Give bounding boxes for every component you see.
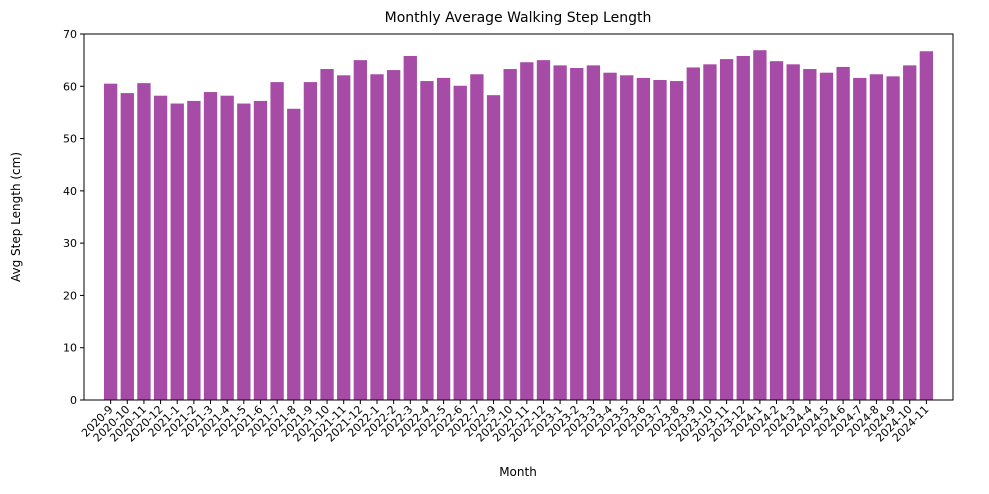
bar <box>253 100 268 400</box>
bar <box>686 67 700 400</box>
bar <box>903 65 917 400</box>
bar <box>570 67 584 400</box>
bar <box>220 95 234 400</box>
bar <box>320 69 334 400</box>
y-axis-label: Avg Step Length (cm) <box>9 152 23 282</box>
y-tick-label: 20 <box>63 289 77 302</box>
bar <box>636 77 651 401</box>
bar <box>603 72 617 400</box>
bar <box>736 55 750 401</box>
bar <box>819 72 834 400</box>
bar <box>753 50 767 401</box>
bar <box>420 81 434 401</box>
bar <box>436 77 451 401</box>
y-tick-label: 70 <box>63 28 77 41</box>
bar <box>503 69 517 400</box>
bar <box>370 74 384 400</box>
y-tick-label: 50 <box>63 133 77 146</box>
bar <box>303 82 318 401</box>
bar <box>919 51 934 401</box>
bar <box>103 83 118 401</box>
bar <box>586 65 601 400</box>
bar <box>153 95 168 400</box>
bar <box>520 62 534 401</box>
bar <box>669 81 684 401</box>
y-tick-label: 60 <box>63 80 77 93</box>
bar <box>270 82 284 401</box>
bar <box>187 100 201 400</box>
bar <box>203 92 218 400</box>
bar <box>403 55 417 401</box>
bar <box>453 85 467 401</box>
bar <box>120 93 134 400</box>
y-tick-label: 0 <box>70 394 77 407</box>
bar <box>337 75 351 400</box>
bar <box>703 64 717 400</box>
bar <box>836 66 850 400</box>
bar <box>653 80 667 401</box>
bar <box>237 103 251 400</box>
bar <box>536 60 551 401</box>
bar <box>769 61 784 401</box>
bar <box>869 74 884 400</box>
bar <box>803 69 817 400</box>
y-tick-label: 40 <box>63 185 77 198</box>
bar <box>287 108 301 401</box>
plot-frame <box>83 33 954 401</box>
bar <box>486 95 501 400</box>
bar <box>470 74 484 400</box>
bar <box>353 60 368 401</box>
bar <box>170 103 184 400</box>
y-tick-label: 10 <box>63 342 77 355</box>
bar <box>786 64 800 400</box>
x-axis-label: Month <box>499 465 537 479</box>
chart-title: Monthly Average Walking Step Length <box>385 10 652 26</box>
bar <box>719 59 734 401</box>
bar <box>886 76 900 400</box>
y-tick-label: 30 <box>63 237 77 250</box>
bar <box>553 65 567 400</box>
bar <box>620 75 634 400</box>
bar <box>137 83 151 401</box>
bar <box>386 70 401 400</box>
bar <box>853 77 867 401</box>
